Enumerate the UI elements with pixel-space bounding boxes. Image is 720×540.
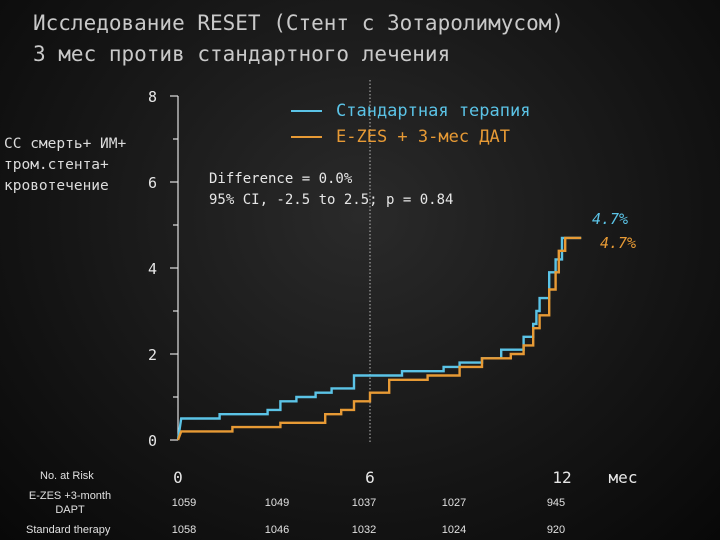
risk-cell: 1049 [264, 497, 290, 509]
risk-cell: 1024 [441, 524, 467, 536]
risk-row-label-ezes: E-ZES +3-month DAPT [28, 490, 112, 516]
series-line-ezes [176, 236, 582, 441]
y-tick-label: 6 [148, 174, 157, 192]
y-axis-label-line-2: тром.стента+ [4, 157, 109, 173]
risk-cell: 1058 [171, 524, 197, 536]
title-line-2: 3 мес против стандартного лечения [33, 42, 451, 66]
y-axis-label-line-3: кровотечение [4, 178, 109, 194]
legend-label: E-ZES + 3-мес ДАТ [336, 127, 510, 147]
x-tick-label: 12 [552, 468, 571, 487]
difference-annotation: Difference = 0.0% [209, 171, 353, 187]
title-line-1: Исследование RESET (Стент с Зотаролимусо… [33, 11, 565, 35]
risk-cell: 1032 [351, 524, 377, 536]
final-label-ezes: 4.7% [600, 234, 636, 252]
x-unit-label: мес [609, 468, 638, 487]
risk-row-label-standard: Standard therapy [26, 524, 111, 536]
y-axis-label-line-1: СС смерть+ ИМ+ [4, 136, 127, 152]
x-tick-label: 6 [365, 468, 375, 487]
final-label-standard-therapy: 4.7% [592, 210, 628, 228]
risk-cell: 1046 [264, 524, 290, 536]
y-tick-label: 8 [148, 88, 157, 106]
risk-cell: 920 [546, 524, 566, 536]
page-title: Исследование RESET (Стент с Зотаролимусо… [33, 8, 564, 70]
risk-cell: 1059 [171, 497, 197, 509]
legend-label: Стандартная терапия [336, 101, 530, 121]
series-line-standard-therapy [176, 236, 582, 441]
y-tick-label: 0 [148, 432, 157, 450]
risk-table-header: No. at Risk [40, 470, 94, 482]
risk-cell: 1027 [441, 497, 467, 509]
y-tick-label: 4 [148, 260, 157, 278]
difference-annotation: 95% CI, -2.5 to 2.5; p = 0.84 [209, 192, 453, 208]
y-tick-label: 2 [148, 346, 157, 364]
x-tick-label: 0 [173, 468, 183, 487]
risk-cell: 1037 [351, 497, 377, 509]
risk-cell: 945 [546, 497, 566, 509]
y-axis-label: СС смерть+ ИМ+ тром.стента+ кровотечение [4, 134, 159, 197]
